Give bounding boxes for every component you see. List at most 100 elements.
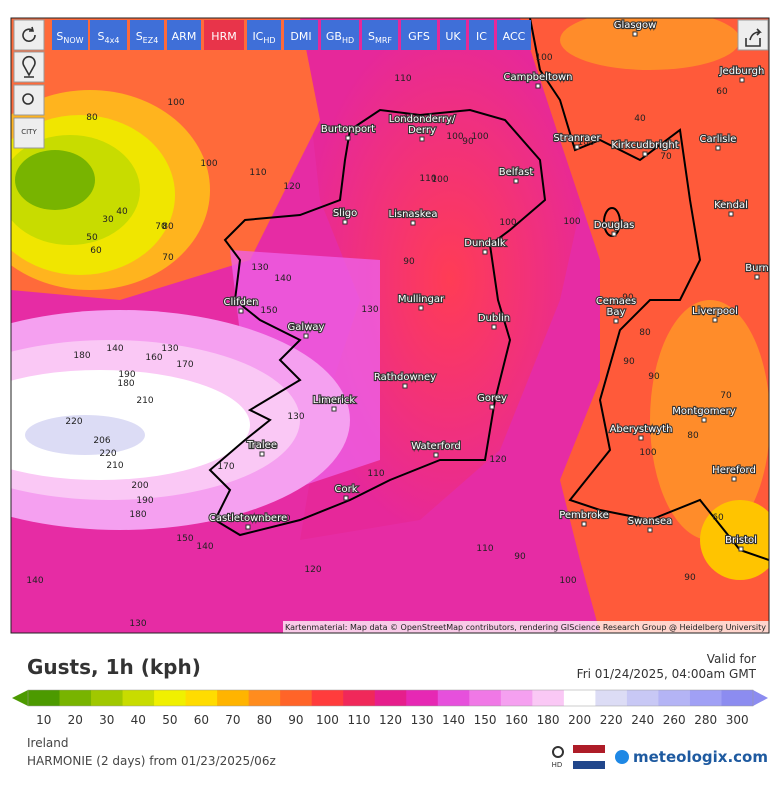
- place-label[interactable]: Bristol: [724, 534, 758, 547]
- place-label[interactable]: Stranraer: [552, 132, 602, 145]
- contour-label: 110: [249, 168, 266, 178]
- legend-swatch: [721, 690, 754, 706]
- place-label[interactable]: Pembroke: [558, 509, 610, 522]
- hd-icon[interactable]: [552, 746, 564, 758]
- button-main: HRM: [211, 30, 236, 43]
- legend-tick-label: 240: [631, 713, 654, 727]
- model-button[interactable]: [204, 20, 244, 50]
- place-label[interactable]: Burtonport: [320, 123, 376, 136]
- place-label[interactable]: Montgomery: [671, 405, 737, 418]
- model-button[interactable]: [284, 20, 318, 50]
- legend-swatch: [343, 690, 376, 706]
- place-label[interactable]: Jedburgh: [718, 65, 766, 78]
- place-marker: [513, 178, 519, 184]
- place-label[interactable]: Lisnaskea: [387, 208, 438, 221]
- model-button[interactable]: [167, 20, 201, 50]
- button-main: ARM: [172, 30, 197, 43]
- model-button[interactable]: [247, 20, 281, 50]
- model-button[interactable]: [90, 20, 127, 50]
- place-label[interactable]: Tralee: [245, 439, 278, 452]
- place-label[interactable]: Swansea: [627, 515, 674, 528]
- place-label[interactable]: Liverpool: [691, 305, 739, 318]
- model-button[interactable]: [362, 20, 398, 50]
- hd-label: HD: [552, 761, 563, 769]
- place-label[interactable]: Limerick: [312, 394, 357, 407]
- button-sub: MRF: [375, 36, 392, 45]
- place-marker: [331, 406, 337, 412]
- model-button[interactable]: [440, 20, 466, 50]
- reload-button[interactable]: [13, 19, 45, 51]
- model-button-label: ARM: [172, 30, 197, 43]
- legend-swatch: [91, 690, 124, 706]
- place-label[interactable]: Aberystwyth: [608, 423, 673, 436]
- place-label[interactable]: Rathdowney: [373, 371, 437, 384]
- model-button[interactable]: [497, 20, 531, 50]
- place-label[interactable]: Douglas: [593, 219, 636, 232]
- city-label: CITY: [21, 128, 37, 136]
- place-label[interactable]: Glasgow: [613, 19, 658, 32]
- place-label[interactable]: Waterford: [410, 440, 462, 453]
- legend-swatch: [689, 690, 722, 706]
- place-label[interactable]: Kirkcudbright: [610, 139, 680, 152]
- brand[interactable]: meteologix.com: [633, 748, 768, 766]
- button-main: DMI: [290, 30, 311, 43]
- contour-label: 40: [634, 114, 646, 124]
- button-main: S: [368, 30, 375, 43]
- zoom-icon: [22, 93, 34, 105]
- model-button[interactable]: [469, 20, 494, 50]
- place-label[interactable]: Galway: [286, 321, 325, 334]
- place-label[interactable]: Dublin: [477, 312, 511, 325]
- place-marker: [303, 333, 309, 339]
- place-label[interactable]: Campbeltown: [502, 71, 573, 84]
- legend-frame: [27, 689, 754, 707]
- place-label[interactable]: Derry: [407, 124, 437, 137]
- place-label[interactable]: Londonderry/: [388, 113, 457, 126]
- place-label[interactable]: Clifden: [222, 296, 259, 309]
- place-label[interactable]: Burn: [744, 262, 769, 275]
- place-label[interactable]: Mullingar: [397, 293, 446, 306]
- place-label[interactable]: Hereford: [711, 464, 757, 477]
- model-button-label: DMI: [290, 30, 311, 43]
- place-marker: [245, 524, 251, 530]
- contour-label: 100: [471, 132, 488, 142]
- contour-label: 110: [367, 469, 384, 479]
- place-label[interactable]: Kendal: [713, 199, 749, 212]
- map[interactable]: Kartenmaterial: Map data © OpenStreetMap…: [0, 10, 780, 633]
- contour-label: 60: [712, 513, 724, 523]
- map-controls: CITY: [13, 19, 769, 149]
- model-button[interactable]: [401, 20, 437, 50]
- contour-label: 110: [419, 174, 436, 184]
- place-marker: [712, 317, 718, 323]
- model-button[interactable]: [321, 20, 359, 50]
- contour-label: 140: [106, 344, 123, 354]
- contour-label: 100: [563, 217, 580, 227]
- legend-tick-label: 50: [162, 713, 177, 727]
- legend-swatch: [595, 690, 628, 706]
- place-label[interactable]: Sligo: [332, 207, 359, 220]
- place-label[interactable]: Carlisle: [698, 133, 737, 146]
- model-button[interactable]: [52, 20, 88, 50]
- legend-tick-label: 40: [131, 713, 146, 727]
- model-button[interactable]: [130, 20, 164, 50]
- contour-label: 80: [639, 328, 651, 338]
- legend-swatch: [28, 690, 61, 706]
- place-label[interactable]: Castletownbere: [208, 512, 288, 525]
- place-label[interactable]: Bay: [605, 306, 626, 319]
- reload-icon: [22, 26, 36, 42]
- button-main: S: [56, 30, 63, 43]
- contour-label: 120: [273, 514, 290, 524]
- contour-label: 70: [720, 391, 732, 401]
- place-label[interactable]: Dundalk: [463, 237, 507, 250]
- place-marker: [638, 435, 644, 441]
- place-label[interactable]: Belfast: [498, 166, 535, 179]
- zoom-button[interactable]: [13, 84, 45, 116]
- place-label[interactable]: Gorey: [476, 392, 508, 405]
- legend-swatch: [532, 690, 565, 706]
- model-button-label: SEZ4: [136, 30, 159, 45]
- place-label[interactable]: Cork: [333, 483, 358, 496]
- flag: [573, 745, 605, 769]
- place-label[interactable]: Cemaes: [595, 295, 638, 308]
- contour-label: 180: [73, 351, 90, 361]
- city-button[interactable]: [13, 117, 45, 149]
